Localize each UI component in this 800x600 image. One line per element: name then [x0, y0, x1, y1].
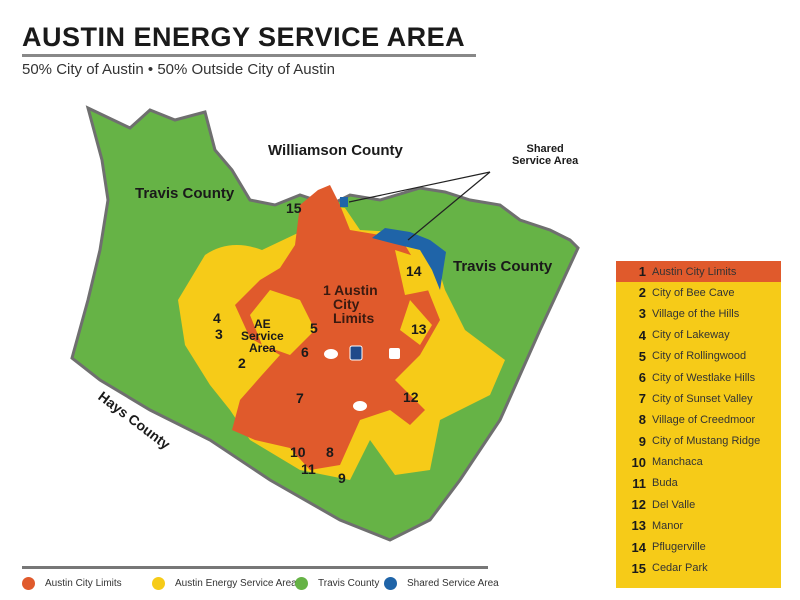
legend-row: 7 City of Sunset Valley: [638, 391, 753, 407]
map-number-13: 13: [411, 321, 427, 337]
highway-1-shield: [324, 349, 338, 359]
map-number-7: 7: [296, 390, 304, 406]
blue-dot-icon: [384, 577, 397, 590]
legend-divider: [22, 566, 488, 569]
legend-row: 11 Buda: [632, 475, 678, 491]
key-shared-service-area: Shared Service Area: [384, 577, 499, 590]
legend-row: 13 Manor: [631, 518, 684, 534]
map-number-15: 15: [286, 200, 302, 216]
ae-service-area-label: AE Service Area: [241, 317, 284, 355]
legend-row: 1 Austin City Limits: [616, 261, 781, 283]
ae-pocket: [395, 250, 430, 295]
legend-row: 3 Village of the Hills: [638, 306, 740, 322]
callout-line: [407, 171, 491, 241]
page-subtitle: 50% City of Austin • 50% Outside City of…: [22, 61, 335, 78]
travis-county-label-nw: Travis County: [135, 185, 235, 202]
williamson-county-label: Williamson County: [268, 142, 403, 159]
legend-row: 15 Cedar Park: [631, 560, 708, 576]
map-number-8: 8: [326, 444, 334, 460]
travis-county-label-e: Travis County: [453, 258, 553, 275]
shared-service-area-small: [340, 197, 348, 207]
key-austin-city-limits: Austin City Limits: [22, 577, 122, 590]
map-number-5: 5: [310, 320, 318, 336]
highway-183-shield: [389, 348, 400, 359]
legend-row: 6 City of Westlake Hills: [638, 370, 756, 386]
map-number-4: 4: [213, 310, 221, 326]
map-number-3: 3: [215, 326, 223, 342]
map-number-2: 2: [238, 355, 246, 371]
legend-row: 5 City of Rollingwood: [638, 348, 747, 364]
key-ae-service-area: Austin Energy Service Area: [152, 577, 297, 590]
legend-row: 4 City of Lakeway: [638, 327, 730, 343]
map-number-6: 6: [301, 344, 309, 360]
legend-row: 2 City of Bee Cave: [638, 285, 735, 301]
key-travis-county: Travis County: [295, 577, 379, 590]
page-title: AUSTIN ENERGY SERVICE AREA: [22, 22, 466, 52]
legend-row: 12 Del Valle: [631, 497, 696, 513]
title-divider: [22, 54, 476, 57]
ae-pocket: [250, 290, 315, 355]
callout-line: [348, 171, 491, 203]
shared-service-area-region: [372, 228, 446, 290]
austin-city-limits-label: 1 Austin City Limits: [323, 282, 378, 326]
highway-71-shield: [353, 401, 367, 411]
legend-row: 10 Manchaca: [631, 454, 703, 470]
legend-row: 14 Pflugerville: [631, 539, 706, 555]
interstate-35-shield: [349, 345, 363, 361]
ae-pocket: [400, 300, 432, 345]
map-number-14: 14: [406, 263, 422, 279]
orange-dot-icon: [22, 577, 35, 590]
green-dot-icon: [295, 577, 308, 590]
austin-city-limits-region: [232, 185, 440, 470]
map-number-9: 9: [338, 470, 346, 486]
legend-row: 9 City of Mustang Ridge: [638, 433, 761, 449]
yellow-dot-icon: [152, 577, 165, 590]
map-number-11: 11: [301, 461, 316, 477]
map-number-12: 12: [403, 389, 419, 405]
shared-service-area-callout: Shared Service Area: [512, 143, 579, 167]
map-number-10: 10: [290, 444, 306, 460]
legend-row: 8 Village of Creedmoor: [638, 412, 756, 428]
